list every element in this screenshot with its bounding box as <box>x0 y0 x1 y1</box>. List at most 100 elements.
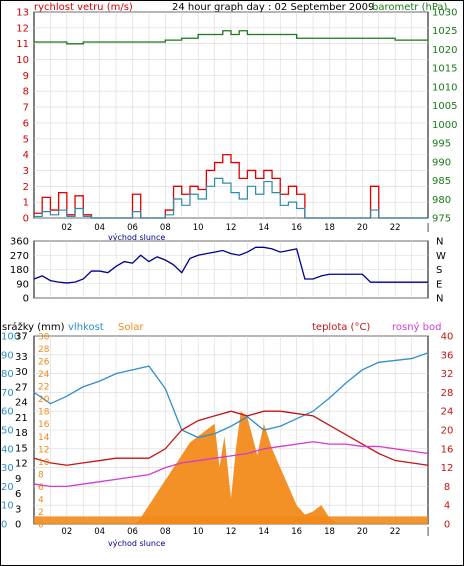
y-tick-label-rain: 37 <box>15 332 28 343</box>
y-tick-label-humidity: 90 <box>1 350 14 361</box>
y-tick-label-rain: 30 <box>15 367 28 378</box>
x-tick-label: 10 <box>193 223 204 233</box>
y-tick-label-wind: 7 <box>23 103 29 114</box>
y-tick-label-humidity: 100 <box>1 332 20 343</box>
y-tick-label-rain: 9 <box>15 474 21 485</box>
y-tick-label-rain: 24 <box>15 398 28 409</box>
y-tick-label-wind: 6 <box>23 118 29 129</box>
y-tick-label-solar: 24 <box>38 370 50 380</box>
rain-axis-label: srážky (mm) <box>2 321 65 333</box>
x-tick-label: 04 <box>94 223 105 233</box>
x-tick-label: 12 <box>226 223 237 233</box>
x-tick-label: 18 <box>324 527 335 537</box>
x-tick-label: 04 <box>94 527 105 537</box>
y-tick-label-compass: E <box>436 279 442 290</box>
y-tick-label-rain: 21 <box>15 413 28 424</box>
y-tick-label-humidity: 50 <box>1 426 14 437</box>
y-tick-label-solar: 28 <box>38 345 50 355</box>
series-solar <box>34 411 428 524</box>
series-barometer <box>34 30 429 45</box>
x-tick-label: 06 <box>127 527 138 537</box>
y-tick-label-wind: 1 <box>23 198 29 209</box>
y-tick-label-rain: 12 <box>15 459 28 470</box>
y-tick-label-solar: 6 <box>38 483 44 493</box>
x-tick-label: 14 <box>258 527 269 537</box>
y-tick-label-solar: 2 <box>38 508 44 518</box>
y-tick-label-baro: 1020 <box>432 45 457 56</box>
x-tick-label: 02 <box>61 527 72 537</box>
y-tick-label-solar: 12 <box>38 445 49 455</box>
y-tick-label-baro: 1000 <box>432 120 457 131</box>
y-tick-label-temperature: 20 <box>441 426 454 437</box>
y-tick-label-solar: 18 <box>38 408 50 418</box>
baro-axis-label: barometr (hPa) <box>372 2 448 13</box>
x-tick-label: 06 <box>127 223 138 233</box>
y-tick-label-temperature: 16 <box>441 444 454 455</box>
y-tick-label-humidity: 20 <box>1 482 14 493</box>
y-tick-label-wind: 12 <box>16 23 29 34</box>
y-tick-label-temperature: 0 <box>444 520 450 531</box>
y-tick-label-temperature: 28 <box>441 388 454 399</box>
y-tick-label-humidity: 80 <box>1 369 14 380</box>
y-tick-label-temperature: 8 <box>444 482 450 493</box>
y-tick-label-rain: 3 <box>15 504 21 515</box>
x-tick-label: 10 <box>193 527 204 537</box>
y-tick-label-baro: 995 <box>432 139 451 150</box>
series-humidity <box>33 352 429 439</box>
y-tick-label-baro: 1030 <box>432 8 457 19</box>
x-tick-label: 08 <box>160 223 171 233</box>
y-tick-label-humidity: 0 <box>1 520 7 531</box>
y-tick-label-wind: 3 <box>23 166 29 177</box>
y-tick-label-wind: 5 <box>23 134 29 145</box>
y-tick-label-wind: 4 <box>23 150 29 161</box>
x-tick-label: 02 <box>61 223 72 233</box>
y-tick-label-temperature: 36 <box>441 350 454 361</box>
y-tick-label-rain: 6 <box>15 489 21 500</box>
x-tick-label: 18 <box>324 223 335 233</box>
y-tick-label-rain: 15 <box>15 443 28 454</box>
y-tick-label-solar: 4 <box>38 495 44 505</box>
solar-label: Solar <box>118 322 144 333</box>
y-tick-label-solar: 26 <box>38 358 50 368</box>
y-tick-label-solar: 8 <box>38 470 44 480</box>
x-tick-label: 22 <box>390 223 401 233</box>
graph-title: 24 hour graph day : 02 September 2009 <box>172 2 374 13</box>
x-tick-label: | <box>427 223 430 233</box>
y-tick-label-temperature: 4 <box>444 501 450 512</box>
y-tick-label-wind: 11 <box>16 39 29 50</box>
x-tick-label: 22 <box>390 527 401 537</box>
series-temperature <box>33 410 429 466</box>
sunrise-label-bottom: východ slunce <box>108 539 165 548</box>
y-tick-label-rain: 33 <box>15 352 28 363</box>
x-tick-label: 20 <box>357 527 368 537</box>
y-tick-label-solar: 20 <box>38 395 50 405</box>
y-tick-label-direction: 0 <box>23 294 29 305</box>
y-tick-label-temperature: 24 <box>441 407 454 418</box>
y-tick-label-wind: 0 <box>23 214 29 225</box>
humidity-label: vlhkost <box>68 322 104 333</box>
y-tick-label-wind: 8 <box>23 87 29 98</box>
y-tick-label-solar: 16 <box>38 420 50 430</box>
y-tick-label-compass: N <box>436 237 443 248</box>
y-tick-label-temperature: 32 <box>441 369 454 380</box>
y-tick-label-solar: 30 <box>38 333 50 343</box>
y-tick-label-rain: 0 <box>15 520 21 531</box>
y-tick-label-temperature: 40 <box>441 332 454 343</box>
series-wind-direction <box>33 246 428 284</box>
x-tick-label: 16 <box>291 223 302 233</box>
y-tick-label-baro: 990 <box>432 157 451 168</box>
y-tick-label-humidity: 70 <box>1 388 14 399</box>
y-tick-label-humidity: 60 <box>1 407 14 418</box>
y-tick-label-compass: N <box>436 294 443 305</box>
series-rain-baseline <box>34 516 428 524</box>
x-tick-label: | <box>427 527 430 537</box>
y-tick-label-humidity: 30 <box>1 463 14 474</box>
y-tick-label-baro: 1025 <box>432 26 457 37</box>
x-tick-label: 20 <box>357 223 368 233</box>
series-dewpoint <box>33 441 429 488</box>
y-tick-label-solar: 0 <box>38 521 44 531</box>
series-wind-average <box>34 177 428 219</box>
y-tick-label-direction: 360 <box>10 237 29 248</box>
y-tick-label-direction: 180 <box>10 265 29 276</box>
y-tick-label-baro: 1015 <box>432 64 457 75</box>
